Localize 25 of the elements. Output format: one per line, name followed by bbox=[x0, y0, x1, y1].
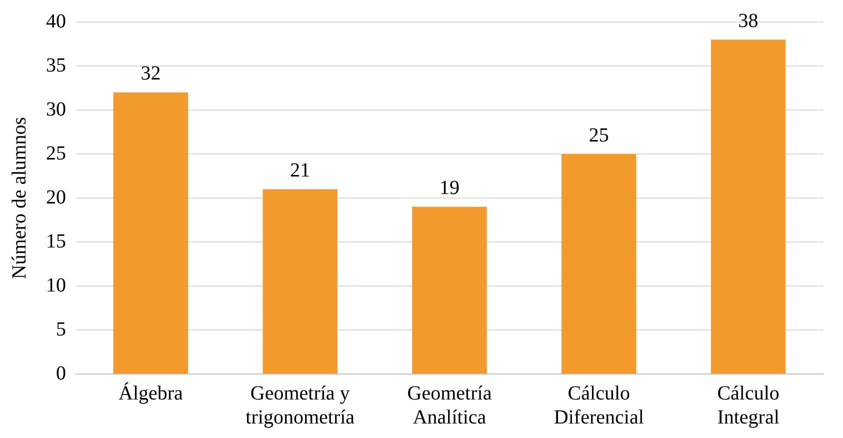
bar bbox=[562, 154, 636, 374]
y-tick-label: 35 bbox=[46, 54, 66, 76]
data-label: 38 bbox=[738, 10, 758, 32]
y-tick-label: 20 bbox=[46, 186, 66, 208]
bar bbox=[412, 206, 487, 374]
x-tick-label: Cálculo Integral bbox=[717, 382, 780, 428]
bar bbox=[262, 189, 338, 374]
y-tick-label: 30 bbox=[46, 98, 66, 120]
x-tick-label: Cálculo Diferencial bbox=[554, 382, 644, 428]
x-tick-label: Geometría Analítica bbox=[407, 382, 492, 428]
y-tick-label: 5 bbox=[56, 318, 66, 340]
y-tick-label: 40 bbox=[46, 10, 66, 32]
data-label: 21 bbox=[290, 159, 310, 182]
data-label: 25 bbox=[588, 124, 609, 146]
y-tick-label: 25 bbox=[46, 142, 66, 164]
y-tick-label: 0 bbox=[56, 362, 66, 384]
data-label: 32 bbox=[140, 62, 161, 85]
y-tick-label: 10 bbox=[46, 274, 66, 296]
data-label: 19 bbox=[440, 177, 460, 200]
x-tick-label: Álgebra bbox=[118, 381, 184, 404]
y-axis-title: Número de alumnos bbox=[8, 116, 30, 280]
x-tick-label: Geometría y trigonometría bbox=[246, 382, 355, 428]
bar bbox=[710, 40, 786, 374]
y-tick-label: 15 bbox=[46, 230, 66, 252]
bar bbox=[113, 92, 188, 374]
